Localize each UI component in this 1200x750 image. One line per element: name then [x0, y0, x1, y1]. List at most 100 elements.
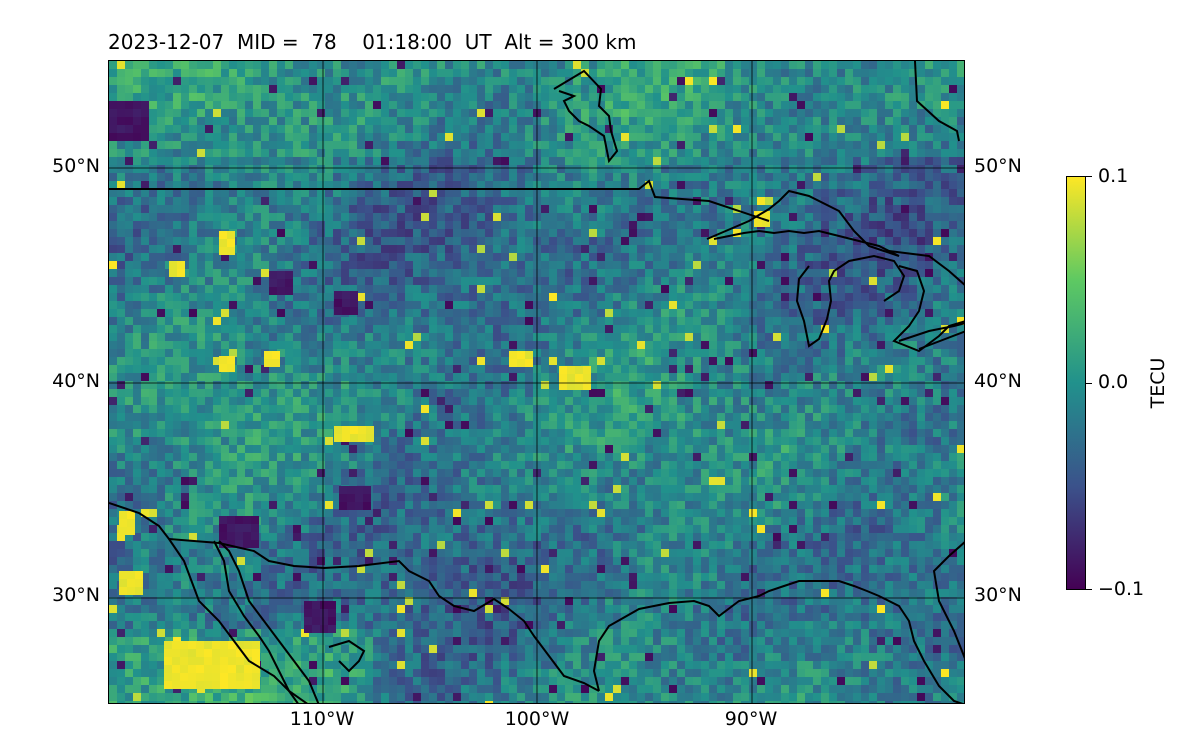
- tec-cell: [941, 373, 949, 381]
- tec-cell: [837, 77, 845, 85]
- tec-cell: [725, 149, 733, 157]
- tec-cell: [437, 61, 445, 69]
- tec-cell: [797, 365, 805, 373]
- tec-cell: [925, 61, 933, 69]
- tec-cell: [669, 277, 677, 285]
- tec-cell: [565, 109, 573, 117]
- tec-cell: [125, 157, 133, 165]
- tec-cell: [253, 317, 261, 325]
- tec-cell: [613, 277, 621, 285]
- tec-cell: [909, 229, 917, 237]
- tec-cell: [181, 285, 189, 293]
- tec-cell: [117, 389, 125, 397]
- tec-cell: [637, 317, 645, 325]
- tec-cell: [781, 117, 789, 125]
- tec-cell: [957, 213, 964, 221]
- tec-cell: [157, 157, 165, 165]
- tec-cell: [501, 365, 509, 373]
- tec-cell: [413, 181, 421, 189]
- tec-cell: [629, 277, 637, 285]
- tec-cell: [677, 309, 685, 317]
- tec-cell: [661, 117, 669, 125]
- tec-cell: [453, 157, 461, 165]
- tec-cell: [341, 133, 349, 141]
- tec-cell: [269, 85, 277, 93]
- tec-cell: [661, 373, 669, 381]
- tec-cell: [333, 189, 341, 197]
- tec-cell: [645, 69, 653, 77]
- tec-cell: [885, 357, 893, 365]
- tec-cell: [749, 149, 757, 157]
- tec-cell: [157, 69, 165, 77]
- tec-cell: [389, 101, 397, 109]
- tec-cell: [621, 325, 629, 333]
- tec-cell: [821, 221, 829, 229]
- tec-cell: [757, 397, 765, 405]
- tec-cell: [461, 413, 469, 421]
- tec-cell: [181, 221, 189, 229]
- tec-cell: [861, 381, 869, 389]
- tec-cell: [845, 269, 853, 277]
- tec-cell: [821, 117, 829, 125]
- tec-cell: [173, 69, 181, 77]
- tec-cell: [189, 293, 197, 301]
- tec-cell: [261, 173, 269, 181]
- tec-cell: [237, 285, 245, 293]
- tec-cell: [557, 421, 565, 429]
- tec-cell: [653, 381, 661, 389]
- tec-cell: [133, 269, 141, 277]
- tec-cell: [805, 165, 813, 173]
- tec-cell: [573, 333, 581, 341]
- tec-cell: [901, 405, 909, 413]
- tec-cell: [797, 293, 805, 301]
- tec-cell: [365, 141, 373, 149]
- tec-cell: [557, 277, 565, 285]
- tec-cell: [941, 357, 949, 365]
- tec-cell: [645, 117, 653, 125]
- tec-cell: [397, 229, 405, 237]
- tec-cell: [885, 93, 893, 101]
- tec-cell: [397, 325, 405, 333]
- tec-cell: [573, 309, 581, 317]
- tec-cell: [725, 173, 733, 181]
- tec-cell: [837, 325, 845, 333]
- tec-cell: [301, 293, 309, 301]
- tec-cell: [197, 141, 205, 149]
- tec-cell: [181, 421, 189, 429]
- tec-cell: [373, 405, 381, 413]
- tec-cell: [893, 101, 901, 109]
- tec-cell: [589, 261, 597, 269]
- tec-cell: [541, 181, 549, 189]
- tec-cell: [525, 413, 533, 421]
- tec-cell: [573, 301, 581, 309]
- tec-cell: [701, 253, 709, 261]
- tec-cell: [957, 109, 964, 117]
- tec-cell: [325, 381, 333, 389]
- tec-cell: [445, 197, 453, 205]
- tec-cell: [629, 125, 637, 133]
- tec-cell: [949, 237, 957, 245]
- tec-cell: [549, 197, 557, 205]
- tec-cell: [845, 189, 853, 197]
- tec-cell: [733, 69, 741, 77]
- tec-cell: [893, 357, 901, 365]
- tec-cell: [549, 213, 557, 221]
- tec-cell: [565, 277, 573, 285]
- tec-cell: [725, 213, 733, 221]
- tec-cell: [741, 181, 749, 189]
- tec-cell: [405, 365, 413, 373]
- tec-cell: [381, 301, 389, 309]
- tec-cell: [837, 261, 845, 269]
- tec-cell: [157, 317, 165, 325]
- tec-cell: [173, 405, 181, 413]
- tec-cell: [557, 237, 565, 245]
- tec-cell: [917, 413, 925, 421]
- tec-cell: [509, 117, 517, 125]
- tec-cell: [373, 261, 381, 269]
- tec-cell: [205, 293, 213, 301]
- tec-cell: [237, 173, 245, 181]
- tec-cell: [301, 117, 309, 125]
- tec-cell: [477, 309, 485, 317]
- tec-cell: [581, 397, 589, 405]
- tec-cell: [805, 205, 813, 213]
